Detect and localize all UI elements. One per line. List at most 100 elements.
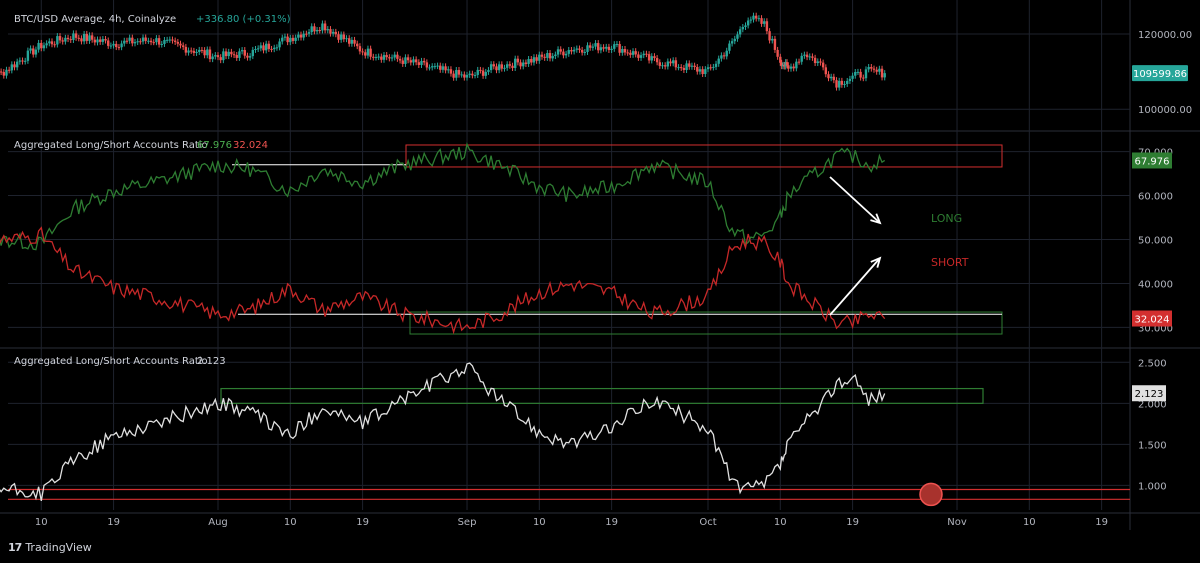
candle-body bbox=[18, 60, 22, 62]
candle-body bbox=[254, 48, 257, 50]
candle-body bbox=[206, 49, 209, 56]
candle-body bbox=[546, 53, 549, 58]
resistance-box bbox=[405, 144, 1003, 168]
x-axis-tick-label: 10 bbox=[533, 517, 546, 528]
candle-body bbox=[497, 64, 501, 71]
candle-body bbox=[685, 63, 688, 71]
candle-body bbox=[203, 50, 206, 56]
candle-body bbox=[813, 57, 817, 64]
candle-body bbox=[230, 51, 233, 55]
candle-body bbox=[773, 38, 777, 50]
candle-body bbox=[838, 80, 841, 88]
candle-body bbox=[2, 72, 5, 76]
candle-body bbox=[115, 43, 118, 48]
candle-body bbox=[168, 39, 172, 41]
candle-body bbox=[463, 74, 466, 78]
candle-body bbox=[586, 45, 589, 52]
candle-body bbox=[854, 72, 857, 76]
candle-body bbox=[98, 39, 102, 42]
x-axis-tick-label: Aug bbox=[208, 517, 228, 528]
candle-body bbox=[267, 43, 271, 49]
candle-body bbox=[337, 34, 340, 40]
long-down-arrow-head bbox=[870, 213, 882, 225]
candle-body bbox=[289, 37, 292, 43]
candle-body bbox=[623, 48, 627, 53]
candle-body bbox=[149, 40, 153, 43]
candle-body bbox=[864, 69, 868, 79]
candle-body bbox=[500, 64, 504, 69]
ratio-value-header: 2.123 bbox=[197, 356, 226, 367]
candle-body bbox=[13, 64, 16, 68]
candle-body bbox=[356, 43, 359, 47]
price-pane-title: BTC/USD Average, 4h, Coinalyze bbox=[14, 14, 176, 25]
candle-body bbox=[259, 45, 263, 49]
candle-body bbox=[821, 62, 825, 68]
y-axis-tick-label: 60.000 bbox=[1138, 192, 1173, 203]
candle-body bbox=[484, 71, 487, 76]
candle-body bbox=[728, 43, 731, 51]
candle-body bbox=[380, 56, 383, 60]
candle-body bbox=[141, 37, 145, 42]
candle-body bbox=[722, 55, 726, 57]
candle-body bbox=[567, 50, 570, 54]
candle-body bbox=[663, 65, 667, 67]
candle-body bbox=[294, 37, 297, 41]
x-axis-tick-label: Nov bbox=[947, 517, 967, 528]
candle-body bbox=[165, 39, 169, 41]
candle-body bbox=[61, 40, 64, 42]
candle-body bbox=[58, 36, 62, 41]
candle-body bbox=[125, 40, 129, 42]
candle-body bbox=[235, 55, 238, 58]
candle-body bbox=[760, 18, 763, 24]
candle-body bbox=[883, 73, 886, 78]
candle-body bbox=[524, 62, 528, 64]
candle-body bbox=[409, 60, 412, 63]
candle-body bbox=[805, 54, 809, 58]
candle-body bbox=[800, 55, 803, 62]
candle-body bbox=[690, 65, 694, 67]
candle-body bbox=[666, 61, 670, 67]
candle-body bbox=[540, 54, 544, 57]
candle-body bbox=[414, 59, 418, 63]
candle-body bbox=[618, 44, 621, 53]
candle-body bbox=[369, 48, 372, 57]
candle-body bbox=[473, 74, 477, 76]
long-down-arrow bbox=[829, 176, 881, 224]
candle-body bbox=[398, 58, 402, 61]
candle-body bbox=[321, 23, 324, 31]
candle-body bbox=[270, 48, 273, 50]
candle-body bbox=[878, 68, 881, 72]
x-axis-tick-label: Oct bbox=[699, 517, 716, 528]
candle-body bbox=[323, 23, 327, 31]
candle-body bbox=[181, 45, 185, 47]
candle-body bbox=[447, 69, 450, 71]
candle-body bbox=[535, 57, 538, 61]
candle-body bbox=[872, 68, 876, 70]
x-axis-tick-label: 10 bbox=[284, 517, 297, 528]
candle-body bbox=[248, 56, 252, 58]
ratio-badge-label: 2.123 bbox=[1135, 389, 1164, 400]
candle-body bbox=[412, 59, 415, 63]
candle-body bbox=[214, 55, 217, 57]
candle-body bbox=[776, 49, 779, 57]
candle-body bbox=[530, 59, 533, 63]
candle-body bbox=[74, 33, 78, 38]
candle-body bbox=[808, 56, 811, 58]
candle-body bbox=[613, 44, 616, 49]
candle-body bbox=[329, 29, 332, 34]
candle-body bbox=[851, 75, 854, 79]
long-badge-label: 67.976 bbox=[1135, 156, 1170, 167]
candle-body bbox=[698, 69, 702, 72]
ratio-support-marker bbox=[919, 482, 943, 507]
price-last-badge bbox=[1132, 65, 1188, 82]
candle-body bbox=[870, 66, 873, 69]
candle-body bbox=[752, 15, 755, 20]
candle-body bbox=[422, 60, 426, 63]
candle-body bbox=[404, 57, 407, 64]
candle-body bbox=[190, 50, 193, 52]
candle-body bbox=[736, 34, 739, 39]
candle-body bbox=[508, 64, 512, 66]
candle-body bbox=[273, 47, 276, 50]
candle-body bbox=[455, 70, 458, 78]
